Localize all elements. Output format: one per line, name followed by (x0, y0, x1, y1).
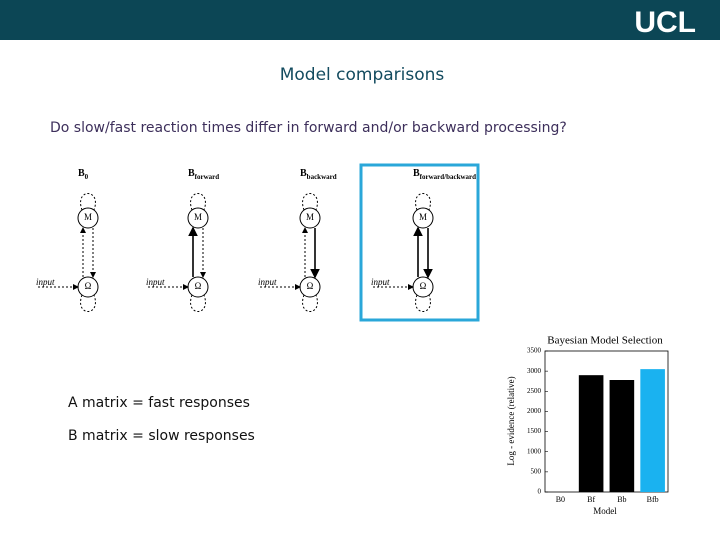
note: A matrix = fast responses (68, 395, 250, 411)
bar (578, 375, 604, 492)
chart-title: Bayesian Model Selection (547, 335, 663, 347)
node-label: Ω (85, 281, 92, 291)
chart: Bayesian Model Selection Model Log - evi… (506, 335, 669, 516)
diagrams: B0MΩinputBforwardMΩinputBbackwardMΩinput… (36, 168, 476, 312)
model-label: Bforward (188, 168, 219, 180)
input-label: input (258, 277, 277, 287)
self-loop (302, 294, 318, 312)
model-name: B (188, 168, 195, 179)
y-tick-label: 1500 (527, 427, 542, 435)
plot-frame (544, 350, 669, 493)
self-loop (80, 193, 96, 211)
y-axis-label: Log - evidence (relative) (506, 376, 516, 465)
model-name: B (413, 168, 420, 179)
node-label: Ω (195, 281, 202, 291)
model-name: B (300, 168, 307, 179)
node (412, 207, 434, 229)
node-label: M (194, 212, 202, 222)
y-tick-label: 2000 (527, 407, 542, 415)
model-sub: backward (307, 173, 337, 181)
x-tick-label: Bfb (647, 495, 659, 504)
model-sub: forward (195, 173, 220, 181)
x-tick-label: B0 (556, 495, 565, 504)
model-label: B0 (78, 168, 89, 180)
node-label: M (84, 212, 92, 222)
self-loop (190, 193, 206, 211)
logo: UCL (634, 6, 696, 39)
node-label: Ω (420, 281, 427, 291)
self-loop (415, 193, 431, 211)
x-axis-label: Model (593, 506, 617, 516)
model-name: B (78, 168, 85, 179)
y-tick-label: 500 (531, 467, 542, 475)
y-tick-label: 2500 (527, 387, 542, 395)
x-tick-label: Bb (617, 495, 626, 504)
y-tick-label: 3000 (527, 367, 542, 375)
self-loop (302, 193, 318, 211)
y-tick-label: 1000 (527, 447, 542, 455)
model-sub: 0 (85, 173, 89, 181)
node-label: M (306, 212, 314, 222)
slide-title: Model comparisons (280, 65, 445, 85)
node-label: M (419, 212, 427, 222)
self-loop (415, 294, 431, 312)
node (187, 207, 209, 229)
input-label: input (146, 277, 165, 287)
node (77, 207, 99, 229)
y-tick-label: 0 (538, 488, 542, 496)
model-label: Bforward/backward (413, 168, 476, 180)
bar (640, 369, 665, 492)
input-label: input (36, 277, 55, 287)
model-label: Bbackward (300, 168, 337, 180)
header-bar (0, 0, 720, 40)
model-sub: forward/backward (420, 173, 476, 181)
self-loop (190, 294, 206, 312)
x-tick-label: Bf (587, 495, 595, 504)
question: Do slow/fast reaction times differ in fo… (50, 120, 567, 136)
y-tick-label: 3500 (527, 347, 542, 355)
node-label: Ω (307, 281, 314, 291)
self-loop (80, 294, 96, 312)
input-label: input (371, 277, 390, 287)
bar (609, 380, 635, 492)
note: B matrix = slow responses (68, 428, 255, 444)
highlight-box (359, 163, 480, 322)
node (299, 207, 321, 229)
